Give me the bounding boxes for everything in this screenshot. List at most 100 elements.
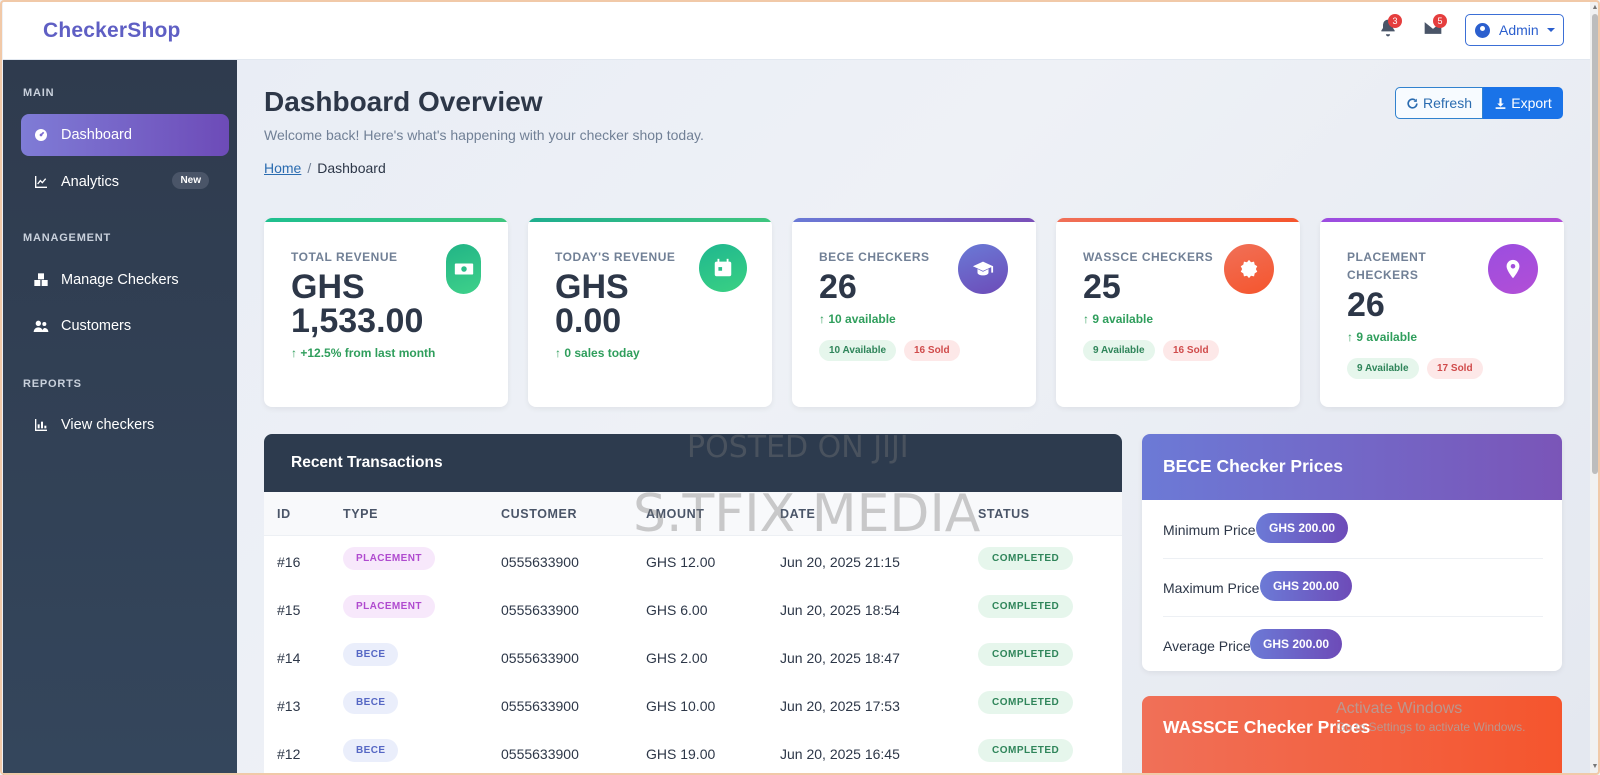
type-badge: BECE <box>343 643 399 666</box>
sidebar-item-label: Dashboard <box>61 127 132 143</box>
type-badge: PLACEMENT <box>343 595 435 618</box>
activate-windows-title: Activate Windows <box>1336 700 1463 717</box>
stat-trend: ↑ 9 available <box>1347 330 1418 344</box>
cell-amount: GHS 6.00 <box>646 602 708 618</box>
notifications-button[interactable]: 3 <box>1378 14 1404 44</box>
sidebar-item-analytics[interactable]: Analytics New <box>21 161 229 203</box>
wassce-prices-title: WASSCE Checker Prices <box>1163 717 1371 737</box>
breadcrumb-current: Dashboard <box>317 160 386 176</box>
column-header-date[interactable]: DATE <box>780 507 816 521</box>
cell-id: #13 <box>277 698 301 714</box>
card-accent-bar <box>1320 218 1564 222</box>
available-badge: 9 Available <box>1347 358 1419 379</box>
card-accent-bar <box>1056 218 1300 222</box>
price-row-maximum: Maximum Price GHS 200.00 <box>1163 558 1543 616</box>
messages-button[interactable]: 5 <box>1423 14 1449 44</box>
stat-value: 26 <box>819 268 857 306</box>
export-button[interactable]: Export <box>1483 87 1563 119</box>
new-badge: New <box>172 172 209 189</box>
price-badge: GHS 200.00 <box>1256 513 1349 543</box>
sidebar-item-manage-checkers[interactable]: Manage Checkers <box>21 259 229 301</box>
price-label: Maximum Price <box>1163 580 1260 596</box>
sidebar-item-label: Customers <box>61 318 132 334</box>
stat-value-line2: 1,533.00 <box>291 302 424 340</box>
sidebar-item-customers[interactable]: Customers <box>21 305 229 347</box>
cell-customer: 0555633900 <box>501 698 579 714</box>
column-header-id[interactable]: ID <box>277 507 291 521</box>
column-header-status[interactable]: STATUS <box>978 507 1030 521</box>
table-row[interactable]: #13 BECE 0555633900 GHS 10.00 Jun 20, 20… <box>264 681 1122 729</box>
bece-prices-panel: BECE Checker Prices Minimum Price GHS 20… <box>1142 434 1562 671</box>
activate-windows-notice: Activate Windows Go to Settings to activ… <box>1336 700 1525 734</box>
sidebar-item-view-checkers[interactable]: View checkers <box>21 404 229 446</box>
price-label: Minimum Price <box>1163 522 1256 538</box>
stat-value: 26 <box>1347 286 1385 324</box>
top-navbar: CheckerShop 3 5 Admin <box>3 2 1590 60</box>
table-row[interactable]: #14 BECE 0555633900 GHS 2.00 Jun 20, 202… <box>264 633 1122 681</box>
cell-customer: 0555633900 <box>501 602 579 618</box>
stat-trend: ↑ 10 available <box>819 312 896 326</box>
column-header-type[interactable]: TYPE <box>343 507 379 521</box>
users-icon <box>33 320 49 332</box>
user-circle-icon <box>1475 22 1490 38</box>
stat-label: PLACEMENT CHECKERS <box>1347 250 1427 282</box>
scroll-up-arrow[interactable]: ▲ <box>1591 4 1599 11</box>
column-header-amount[interactable]: AMOUNT <box>646 507 705 521</box>
available-badge: 10 Available <box>819 340 897 361</box>
wassce-prices-panel: WASSCE Checker Prices <box>1142 696 1562 775</box>
refresh-icon <box>1407 97 1418 109</box>
refresh-button[interactable]: Refresh <box>1395 87 1483 119</box>
stat-card-todays-revenue: TODAY'S REVENUE GHS 0.00 ↑ 0 sales today <box>528 218 772 407</box>
cell-date: Jun 20, 2025 17:53 <box>780 698 900 714</box>
gauge-icon <box>35 129 47 141</box>
cell-id: #12 <box>277 746 301 762</box>
sold-badge: 17 Sold <box>1427 358 1483 379</box>
sold-badge: 16 Sold <box>904 340 960 361</box>
price-label: Average Price <box>1163 638 1251 654</box>
sidebar-item-dashboard[interactable]: Dashboard <box>21 114 229 156</box>
status-badge: COMPLETED <box>978 595 1074 618</box>
breadcrumb-separator: / <box>307 160 312 176</box>
scroll-down-arrow[interactable]: ▼ <box>1591 763 1599 770</box>
column-header-customer[interactable]: CUSTOMER <box>501 507 578 521</box>
breadcrumb-home-link[interactable]: Home <box>264 160 302 176</box>
scrollbar-thumb[interactable] <box>1592 14 1598 474</box>
stat-card-total-revenue: TOTAL REVENUE GHS 1,533.00 ↑ +12.5% from… <box>264 218 508 407</box>
type-badge: PLACEMENT <box>343 547 435 570</box>
cell-customer: 0555633900 <box>501 650 579 666</box>
status-badge: COMPLETED <box>978 643 1074 666</box>
price-row-minimum: Minimum Price GHS 200.00 <box>1163 500 1543 558</box>
table-row[interactable]: #12 BECE 0555633900 GHS 19.00 Jun 20, 20… <box>264 729 1122 775</box>
table-row[interactable]: #15 PLACEMENT 0555633900 GHS 6.00 Jun 20… <box>264 585 1122 633</box>
chevron-down-icon <box>1546 28 1555 32</box>
transactions-title: Recent Transactions <box>264 434 1122 492</box>
bar-chart-icon <box>35 419 47 431</box>
sidebar: MAIN Dashboard Analytics New MANAGEMENT … <box>3 60 237 775</box>
table-row[interactable]: #16 PLACEMENT 0555633900 GHS 12.00 Jun 2… <box>264 537 1122 585</box>
table-header-row: ID TYPE CUSTOMER AMOUNT DATE STATUS <box>264 492 1122 536</box>
stat-value-line1: GHS <box>555 268 629 306</box>
stat-card-wassce-checkers: WASSCE CHECKERS 25 ↑ 9 available 9 Avail… <box>1056 218 1300 407</box>
sidebar-item-label: View checkers <box>61 417 155 433</box>
stat-value-line2: 0.00 <box>555 302 622 340</box>
refresh-label: Refresh <box>1422 95 1473 111</box>
cell-customer: 0555633900 <box>501 746 579 762</box>
sidebar-section-reports: REPORTS <box>23 378 82 390</box>
page-subtitle: Welcome back! Here's what's happening wi… <box>264 127 704 143</box>
notifications-badge: 3 <box>1388 14 1402 28</box>
stat-trend: ↑ 0 sales today <box>555 346 640 360</box>
cell-date: Jun 20, 2025 18:54 <box>780 602 900 618</box>
price-badge: GHS 200.00 <box>1250 629 1343 659</box>
card-accent-bar <box>264 218 508 222</box>
brand-logo[interactable]: CheckerShop <box>43 19 181 42</box>
cell-id: #16 <box>277 554 301 570</box>
header-actions: Refresh Export <box>1395 87 1563 119</box>
cell-id: #14 <box>277 650 301 666</box>
calendar-icon <box>699 244 747 292</box>
available-badge: 9 Available <box>1083 340 1155 361</box>
cell-amount: GHS 19.00 <box>646 746 716 762</box>
status-badge: COMPLETED <box>978 691 1074 714</box>
admin-dropdown[interactable]: Admin <box>1465 14 1564 46</box>
activate-windows-subtitle: Go to Settings to activate Windows. <box>1336 720 1526 734</box>
sidebar-section-management: MANAGEMENT <box>23 232 112 244</box>
